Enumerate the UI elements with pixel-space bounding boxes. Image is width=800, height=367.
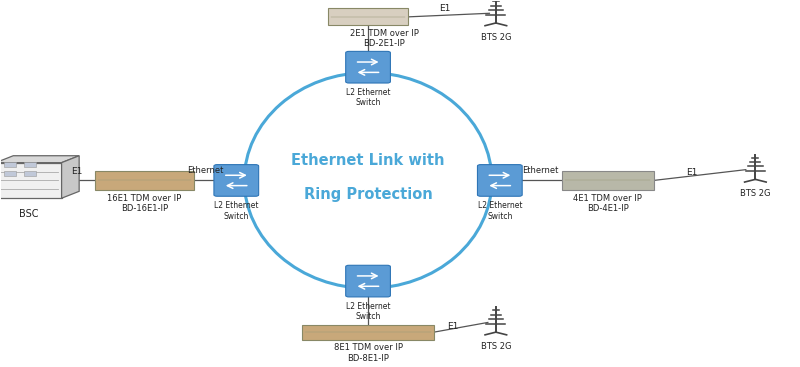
Text: E1: E1 — [71, 167, 82, 176]
Text: BSC: BSC — [19, 209, 38, 219]
Text: 8E1 TDM over IP
BD-8E1-IP: 8E1 TDM over IP BD-8E1-IP — [334, 343, 402, 363]
Text: E1: E1 — [439, 4, 450, 14]
Text: E1: E1 — [686, 168, 698, 177]
Polygon shape — [62, 156, 79, 198]
Text: Ethernet: Ethernet — [522, 166, 558, 175]
Text: 2E1 TDM over IP
BD-2E1-IP: 2E1 TDM over IP BD-2E1-IP — [350, 29, 418, 48]
Bar — [4, 171, 16, 177]
Text: Ring Protection: Ring Protection — [304, 187, 433, 202]
Bar — [562, 171, 654, 190]
Bar — [24, 171, 36, 177]
Bar — [328, 8, 408, 25]
FancyBboxPatch shape — [478, 165, 522, 196]
Polygon shape — [0, 156, 79, 163]
FancyBboxPatch shape — [346, 51, 390, 83]
Text: BTS 2G: BTS 2G — [481, 33, 511, 42]
Bar — [94, 171, 194, 190]
Bar — [0, 163, 62, 198]
Text: L2 Ethernet
Switch: L2 Ethernet Switch — [478, 201, 522, 221]
Bar — [4, 162, 16, 167]
FancyBboxPatch shape — [214, 165, 258, 196]
Text: L2 Ethernet
Switch: L2 Ethernet Switch — [346, 88, 390, 108]
Text: L2 Ethernet
Switch: L2 Ethernet Switch — [214, 201, 258, 221]
Text: Ethernet Link with: Ethernet Link with — [291, 153, 445, 168]
Text: BTS 2G: BTS 2G — [481, 342, 511, 351]
Text: 4E1 TDM over IP
BD-4E1-IP: 4E1 TDM over IP BD-4E1-IP — [574, 194, 642, 213]
Text: 16E1 TDM over IP
BD-16E1-IP: 16E1 TDM over IP BD-16E1-IP — [107, 194, 182, 213]
Text: E1: E1 — [447, 321, 458, 331]
Bar — [302, 324, 434, 340]
Text: BTS 2G: BTS 2G — [740, 189, 770, 199]
Text: L2 Ethernet
Switch: L2 Ethernet Switch — [346, 302, 390, 321]
FancyBboxPatch shape — [346, 265, 390, 297]
Bar — [24, 162, 36, 167]
Text: Ethernet: Ethernet — [187, 166, 224, 175]
